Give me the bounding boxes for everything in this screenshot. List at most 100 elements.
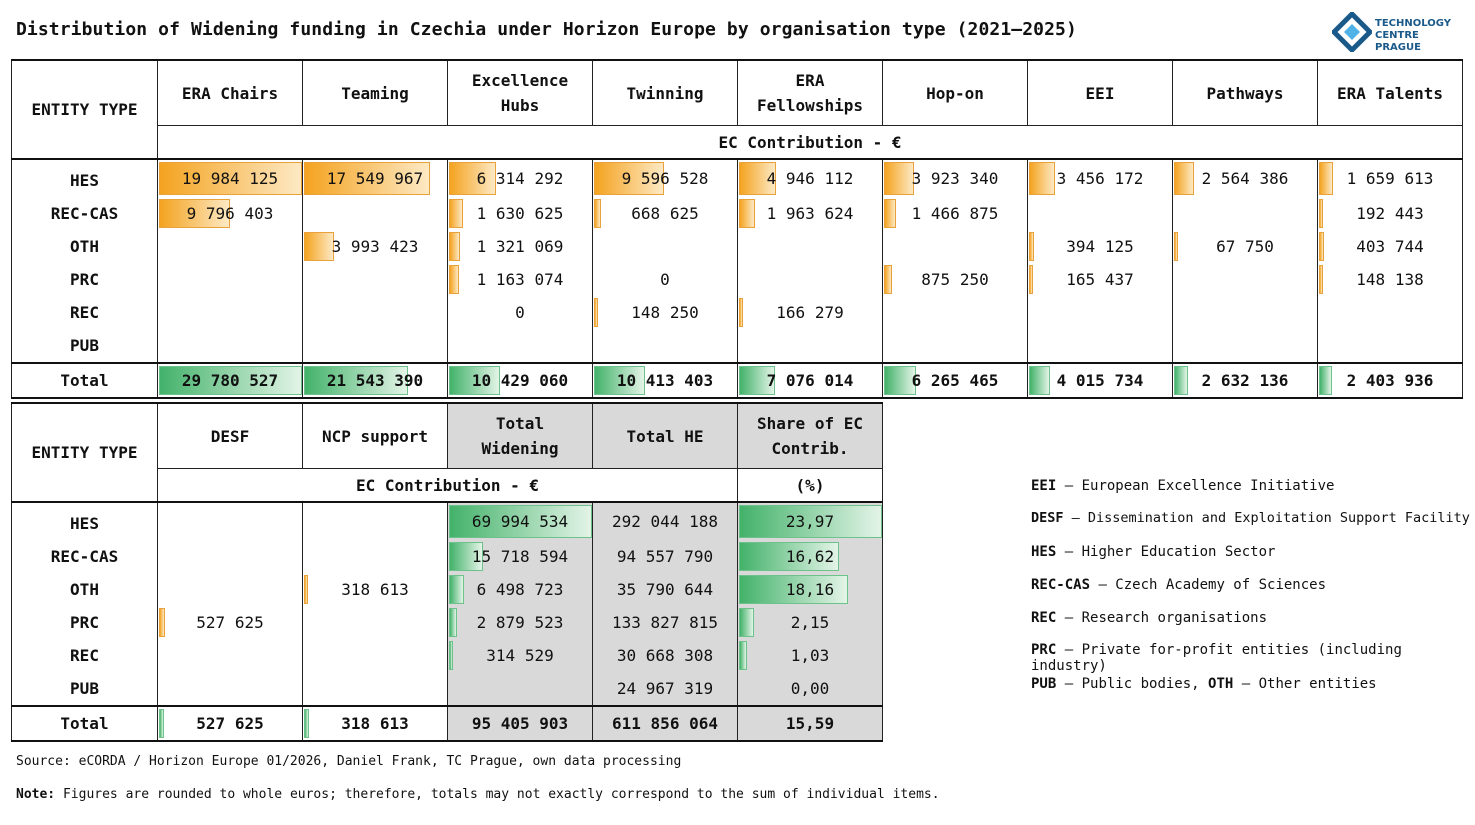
total-value: 29 780 527 xyxy=(181,371,279,390)
cell-bar xyxy=(1319,199,1323,228)
entity-rec: REC xyxy=(11,296,158,329)
legend-abbr: HES xyxy=(1031,544,1057,560)
total-bar xyxy=(304,366,408,395)
cell-rec-cas-eei xyxy=(1027,197,1173,230)
cell-value: 69 994 534 xyxy=(471,512,569,531)
entity-type-header: ENTITY TYPE xyxy=(11,402,158,503)
cell-value: 1 659 613 xyxy=(1346,169,1434,188)
cell-value: 292 044 188 xyxy=(612,512,718,531)
cell-value: 9 796 403 xyxy=(186,204,274,223)
cell-hes-era-talents: 1 659 613 xyxy=(1317,159,1463,197)
cell-value: 403 744 xyxy=(1356,237,1424,256)
total-era-fellowships: 7 076 014 xyxy=(737,362,883,399)
total-total-widening: 95 405 903 xyxy=(447,705,593,742)
cell-value: 19 984 125 xyxy=(181,169,279,188)
col-header-excellence-hubs: Excellence Hubs xyxy=(447,59,593,126)
tc-prague-logo-icon xyxy=(1332,12,1372,52)
col-header-era-chairs: ERA Chairs xyxy=(157,59,303,126)
total-row: Total 527 625 318 613 95 405 903 611 856 064… xyxy=(11,705,883,742)
cell-hes-total-widening: 69 994 534 xyxy=(447,502,593,540)
cell-bar xyxy=(739,162,776,195)
total-value: 6 265 465 xyxy=(911,371,999,390)
cell-oth-total-widening: 6 498 723 xyxy=(447,573,593,606)
cell-value: 67 750 xyxy=(1216,237,1274,256)
cell-bar xyxy=(159,162,302,195)
header-row: ENTITY TYPE DESF NCP support Total Widening… xyxy=(11,402,883,503)
cell-rec-pathways xyxy=(1172,296,1318,329)
cell-rec-teaming xyxy=(302,296,448,329)
cell-value: 875 250 xyxy=(921,270,989,289)
cell-rec-total-he: 30 668 308 xyxy=(592,639,738,672)
table-row: PRC 1 163 074 0 875 250 165 437 148 138 xyxy=(11,263,1463,296)
cell-bar xyxy=(159,608,165,637)
cell-hes-twinning: 9 596 528 xyxy=(592,159,738,197)
cell-pub-total-widening xyxy=(447,672,593,706)
cell-value: 18,16 xyxy=(785,580,835,599)
cell-oth-eei: 394 125 xyxy=(1027,230,1173,263)
cell-value: 3 456 172 xyxy=(1056,169,1144,188)
cell-prc-era-chairs xyxy=(157,263,303,296)
total-total-he: 611 856 064 xyxy=(592,705,738,742)
cell-rec-era-fellowships: 166 279 xyxy=(737,296,883,329)
unit-row: EC Contribution - € xyxy=(12,125,1463,160)
cell-bar xyxy=(1029,232,1034,261)
cell-rec-cas-excellence-hubs: 1 630 625 xyxy=(447,197,593,230)
cell-bar xyxy=(449,575,464,604)
cell-oth-desf xyxy=(157,573,303,606)
total-bar xyxy=(1029,366,1050,395)
table-row: PUB xyxy=(11,329,1463,363)
total-share-of-ec-contrib: 15,59 xyxy=(737,705,883,742)
cell-value: 6 498 723 xyxy=(476,580,564,599)
cell-value: 3 923 340 xyxy=(911,169,999,188)
total-value: 10 413 403 xyxy=(616,371,714,390)
entity-prc: PRC xyxy=(11,606,158,639)
col-header-era-talents: ERA Talents xyxy=(1317,59,1463,126)
total-ncp-support: 318 613 xyxy=(302,705,448,742)
cell-value: 668 625 xyxy=(631,204,699,223)
cell-oth-era-chairs xyxy=(157,230,303,263)
table-row: REC-CAS 15 718 594 94 557 790 16,62 xyxy=(11,540,883,573)
cell-rec-cas-pathways xyxy=(1172,197,1318,230)
total-value: 21 543 390 xyxy=(326,371,424,390)
cell-prc-ncp-support xyxy=(302,606,448,639)
legend-item-desf: DESF – Dissemination and Exploitation Su… xyxy=(1031,510,1470,526)
total-bar xyxy=(159,366,302,395)
legend-abbr: OTH xyxy=(1208,676,1234,692)
total-era-chairs: 29 780 527 xyxy=(157,362,303,399)
legend-abbr: REC-CAS xyxy=(1031,577,1091,593)
cell-prc-twinning: 0 xyxy=(592,263,738,296)
cell-hes-desf xyxy=(157,502,303,540)
col-header-desf: DESF xyxy=(157,402,303,469)
cell-prc-share-of-ec-contrib: 2,15 xyxy=(737,606,883,639)
unit-header: EC Contribution - € xyxy=(157,468,738,503)
cell-bar xyxy=(739,505,882,538)
cell-value: 0,00 xyxy=(790,679,830,698)
cell-rec-cas-era-chairs: 9 796 403 xyxy=(157,197,303,230)
cell-rec-share-of-ec-contrib: 1,03 xyxy=(737,639,883,672)
cell-value: 0 xyxy=(515,303,525,322)
cell-bar xyxy=(739,199,755,228)
cell-bar xyxy=(739,575,848,604)
share-unit-header: (%) xyxy=(737,468,883,503)
cell-prc-total-widening: 2 879 523 xyxy=(447,606,593,639)
total-bar xyxy=(159,709,164,738)
cell-pub-ncp-support xyxy=(302,672,448,706)
cell-pub-excellence-hubs xyxy=(447,329,593,363)
cell-hes-total-he: 292 044 188 xyxy=(592,502,738,540)
legend-item-pub: PUB – Public bodies, OTH – Other entitie… xyxy=(1031,676,1377,692)
cell-prc-era-talents: 148 138 xyxy=(1317,263,1463,296)
legend-abbr: REC xyxy=(1031,610,1057,626)
cell-value: 318 613 xyxy=(341,580,409,599)
entity-hes: HES xyxy=(11,159,158,197)
table-row: OTH 318 613 6 498 723 35 790 644 18,16 xyxy=(11,573,883,606)
cell-rec-cas-total-he: 94 557 790 xyxy=(592,540,738,573)
total-value: 15,59 xyxy=(785,714,835,733)
cell-value: 166 279 xyxy=(776,303,844,322)
entity-rec-cas: REC-CAS xyxy=(11,540,158,573)
cell-pub-share-of-ec-contrib: 0,00 xyxy=(737,672,883,706)
cell-pub-pathways xyxy=(1172,329,1318,363)
note-label: Note: xyxy=(16,787,56,802)
table-row: PRC 527 625 2 879 523 133 827 815 2,15 xyxy=(11,606,883,639)
cell-value: 1 963 624 xyxy=(766,204,854,223)
cell-value: 192 443 xyxy=(1356,204,1424,223)
